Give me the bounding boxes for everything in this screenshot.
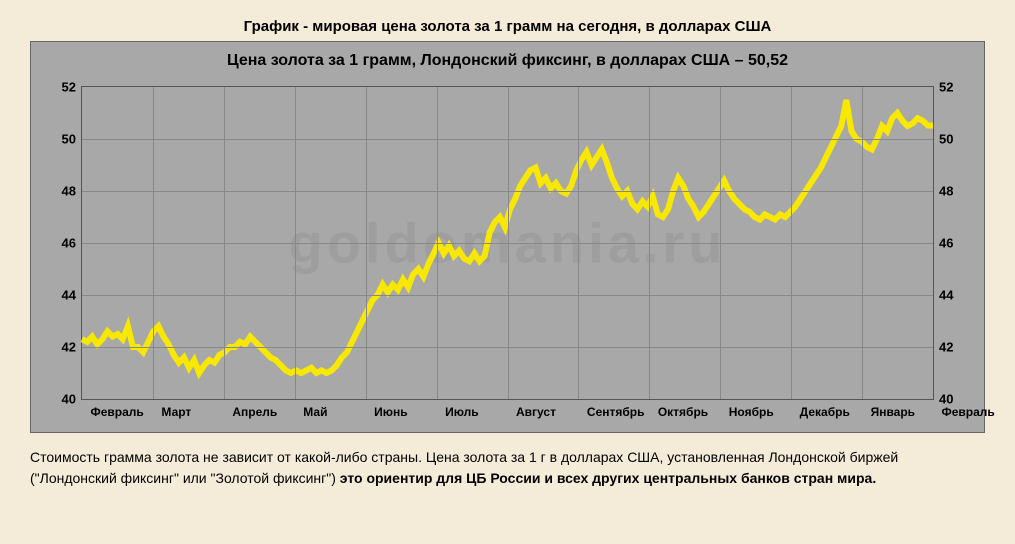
xtick-label: Июль bbox=[445, 405, 479, 419]
ytick-left: 44 bbox=[62, 288, 76, 303]
gridline-v bbox=[153, 87, 154, 399]
ytick-left: 48 bbox=[62, 184, 76, 199]
xtick-label: Август bbox=[516, 405, 556, 419]
ytick-right: 52 bbox=[939, 80, 953, 95]
ytick-right: 48 bbox=[939, 184, 953, 199]
ytick-right: 44 bbox=[939, 288, 953, 303]
chart-title: Цена золота за 1 грамм, Лондонский фикси… bbox=[31, 42, 984, 76]
gridline-v bbox=[578, 87, 579, 399]
gridline-v bbox=[366, 87, 367, 399]
gridline-v bbox=[224, 87, 225, 399]
gridline-v bbox=[508, 87, 509, 399]
gridline-v bbox=[295, 87, 296, 399]
page-title: График - мировая цена золота за 1 грамм … bbox=[0, 0, 1015, 41]
xtick-label: Март bbox=[161, 405, 191, 419]
ytick-left: 42 bbox=[62, 340, 76, 355]
footer-text: Стоимость грамма золота не зависит от ка… bbox=[0, 433, 1015, 489]
plot-area: goldomania.ru 40404242444446464848505052… bbox=[81, 86, 934, 400]
xtick-label: Январь bbox=[871, 405, 915, 419]
xtick-label: Июнь bbox=[374, 405, 408, 419]
ytick-left: 40 bbox=[62, 392, 76, 407]
ytick-right: 50 bbox=[939, 132, 953, 147]
xtick-label: Февраль bbox=[91, 405, 144, 419]
ytick-right: 46 bbox=[939, 236, 953, 251]
xtick-label: Декабрь bbox=[800, 405, 850, 419]
xtick-label: Апрель bbox=[232, 405, 277, 419]
xtick-label: Октябрь bbox=[658, 405, 708, 419]
gridline-v bbox=[649, 87, 650, 399]
ytick-left: 52 bbox=[62, 80, 76, 95]
ytick-left: 50 bbox=[62, 132, 76, 147]
footer-bold: это ориентир для ЦБ России и всех других… bbox=[340, 470, 876, 486]
ytick-right: 42 bbox=[939, 340, 953, 355]
gridline-v bbox=[720, 87, 721, 399]
xtick-label: Февраль bbox=[942, 405, 995, 419]
page-root: График - мировая цена золота за 1 грамм … bbox=[0, 0, 1015, 544]
xtick-label: Ноябрь bbox=[729, 405, 774, 419]
chart-container: Цена золота за 1 грамм, Лондонский фикси… bbox=[30, 41, 985, 433]
xtick-label: Май bbox=[303, 405, 327, 419]
gridline-v bbox=[862, 87, 863, 399]
gridline-v bbox=[791, 87, 792, 399]
xtick-label: Сентябрь bbox=[587, 405, 645, 419]
gridline-v bbox=[437, 87, 438, 399]
ytick-left: 46 bbox=[62, 236, 76, 251]
